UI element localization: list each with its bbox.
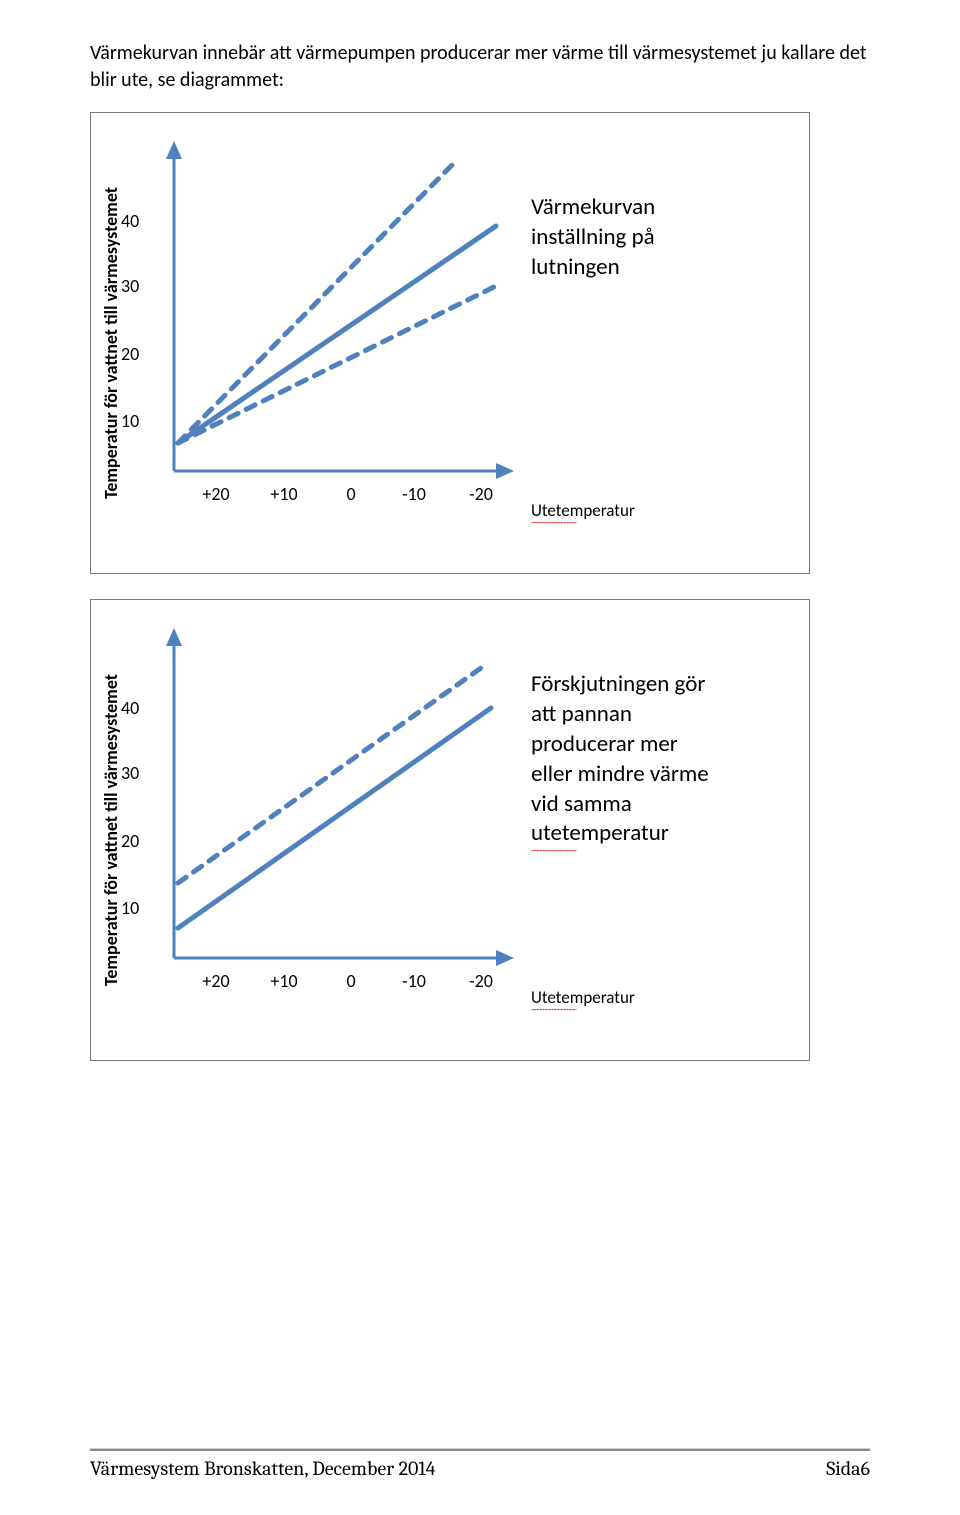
xtick: -10: [402, 970, 426, 992]
chart2-x-title: Utetemperatur: [531, 987, 635, 1008]
xtick: -10: [402, 483, 426, 505]
ytick: 40: [121, 697, 139, 719]
chart1-x-title: Utetemperatur: [531, 500, 635, 521]
chart1-y-title: Temperatur för vattnet till värmesysteme…: [100, 183, 122, 503]
chart2-y-title: Temperatur för vattnet till värmesysteme…: [100, 670, 122, 990]
footer-right: Sida6: [826, 1457, 870, 1480]
chart2-plot: 40 30 20 10 +20 +10 0 -10 -20: [156, 628, 526, 968]
ytick: 40: [121, 210, 139, 232]
ytick: 30: [121, 762, 139, 784]
xtick: +20: [202, 483, 229, 505]
intro-text: Värmekurvan innebär att värmepumpen prod…: [90, 40, 870, 94]
chart2-caption: Förskjutningen gör att pannan producerar…: [531, 670, 709, 849]
footer-left: Värmesystem Bronskatten, December 2014: [90, 1457, 435, 1480]
xtick: -20: [469, 970, 493, 992]
ytick: 10: [121, 897, 139, 919]
xtick: -20: [469, 483, 493, 505]
ytick: 30: [121, 275, 139, 297]
chart1-plot: 40 30 20 10 +20 +10 0 -10 -20: [156, 141, 526, 481]
ytick: 20: [121, 343, 139, 365]
ytick: 20: [121, 830, 139, 852]
xtick: +20: [202, 970, 229, 992]
chart2-container: Temperatur för vattnet till värmesysteme…: [90, 599, 810, 1061]
xtick: +10: [270, 483, 297, 505]
chart1-container: Temperatur för vattnet till värmesysteme…: [90, 112, 810, 574]
chart1-caption: Värmekurvan inställning på lutningen: [531, 193, 655, 283]
xtick: +10: [270, 970, 297, 992]
ytick: 10: [121, 410, 139, 432]
xtick: 0: [346, 970, 355, 992]
xtick: 0: [346, 483, 355, 505]
page-footer: Värmesystem Bronskatten, December 2014 S…: [90, 1448, 870, 1480]
